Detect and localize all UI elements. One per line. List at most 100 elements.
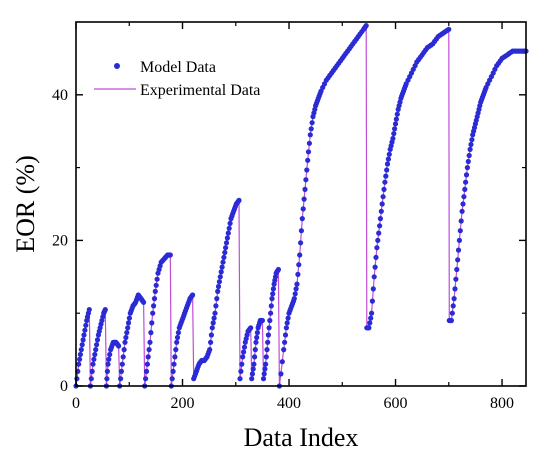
model-data-point <box>143 376 149 382</box>
model-data-point <box>121 347 127 353</box>
model-data-point <box>118 368 124 374</box>
model-data-point <box>307 132 313 138</box>
model-data-point <box>216 279 222 285</box>
model-data-point <box>464 165 470 171</box>
model-data-point <box>264 347 270 353</box>
model-data-point <box>104 368 110 374</box>
model-data-point <box>392 121 399 127</box>
model-data-point <box>149 320 155 326</box>
y-tick-label: 40 <box>52 87 68 104</box>
model-data-point <box>293 286 299 292</box>
model-data-point <box>465 158 471 165</box>
model-data-point <box>282 339 288 345</box>
model-data-point <box>220 259 226 265</box>
plot-layer <box>73 23 529 389</box>
model-data-point <box>126 315 132 321</box>
model-data-point <box>251 361 257 367</box>
model-data-point <box>253 339 259 345</box>
model-data-point <box>463 172 470 178</box>
model-data-point <box>147 339 153 345</box>
model-data-point <box>116 343 122 349</box>
model-data-point <box>212 310 218 316</box>
model-data-point <box>173 347 179 353</box>
model-data-point <box>170 368 176 374</box>
model-data-point <box>89 368 95 374</box>
y-tick-label: 20 <box>52 232 68 249</box>
model-data-point <box>240 354 246 360</box>
model-data-point <box>80 337 86 343</box>
model-data-point <box>462 186 468 192</box>
model-data-point <box>207 347 213 353</box>
model-data-point <box>91 356 97 362</box>
model-data-point <box>371 274 377 280</box>
model-data-point <box>174 339 180 345</box>
model-data-point <box>74 376 80 382</box>
model-data-point <box>254 334 260 341</box>
model-data-point <box>81 332 87 338</box>
model-data-point <box>215 288 221 294</box>
x-tick-label: 0 <box>72 395 80 412</box>
model-data-point <box>270 286 276 292</box>
model-data-point <box>384 161 391 167</box>
model-data-point <box>90 361 96 367</box>
x-tick-label: 800 <box>490 395 514 412</box>
model-data-point <box>153 282 159 288</box>
model-data-point <box>250 366 256 372</box>
model-data-point <box>237 376 243 382</box>
x-axis-title: Data Index <box>244 423 359 452</box>
model-data-point <box>377 223 383 229</box>
model-data-point <box>125 325 131 331</box>
model-data-point <box>282 332 289 338</box>
model-data-point <box>383 173 389 179</box>
model-data-point <box>305 149 312 155</box>
model-data-point <box>79 342 85 348</box>
model-data-point <box>252 347 258 353</box>
model-data-point <box>463 179 469 185</box>
model-data-point <box>455 247 462 253</box>
legend-experimental-label: Experimental Data <box>140 82 260 99</box>
model-data-point <box>76 361 82 367</box>
model-data-point <box>238 368 244 374</box>
model-data-point <box>209 325 215 331</box>
model-data-point <box>224 235 230 241</box>
y-axis-title: EOR (%) <box>11 155 40 252</box>
model-data-point <box>294 281 300 287</box>
model-data-point <box>215 283 222 290</box>
model-data-point <box>94 342 100 348</box>
model-data-point <box>211 315 217 321</box>
model-data-point <box>449 310 455 316</box>
model-data-point <box>82 327 88 333</box>
model-data-point <box>151 303 157 309</box>
model-data-point <box>252 354 258 360</box>
model-data-point <box>306 140 312 146</box>
model-data-point <box>94 337 101 343</box>
model-data-point <box>210 320 216 326</box>
model-data-point <box>373 254 379 260</box>
model-data-point <box>299 216 305 222</box>
model-data-point <box>227 220 233 226</box>
model-data-point <box>300 206 306 212</box>
model-data-point <box>254 330 260 336</box>
model-data-point <box>218 269 224 275</box>
model-data-point <box>366 325 372 331</box>
model-data-point <box>379 201 385 207</box>
model-data-point <box>296 262 302 268</box>
model-data-point <box>120 354 126 360</box>
model-data-point <box>381 186 387 192</box>
model-data-point <box>369 310 375 316</box>
experimental-data-line <box>75 23 526 387</box>
model-data-point <box>241 344 248 350</box>
model-data-point <box>249 376 255 382</box>
tick-layer: 0 200 400 600 800 0 20 40 <box>52 22 526 412</box>
legend-model-label: Model Data <box>140 59 216 76</box>
model-data-point <box>297 252 303 258</box>
model-data-point <box>308 126 314 132</box>
model-data-point <box>374 245 380 251</box>
model-data-point <box>122 339 128 345</box>
model-data-point <box>457 228 463 234</box>
model-data-point <box>171 361 177 367</box>
model-data-point <box>372 264 378 270</box>
model-data-point <box>102 307 108 313</box>
model-data-point <box>455 257 461 263</box>
